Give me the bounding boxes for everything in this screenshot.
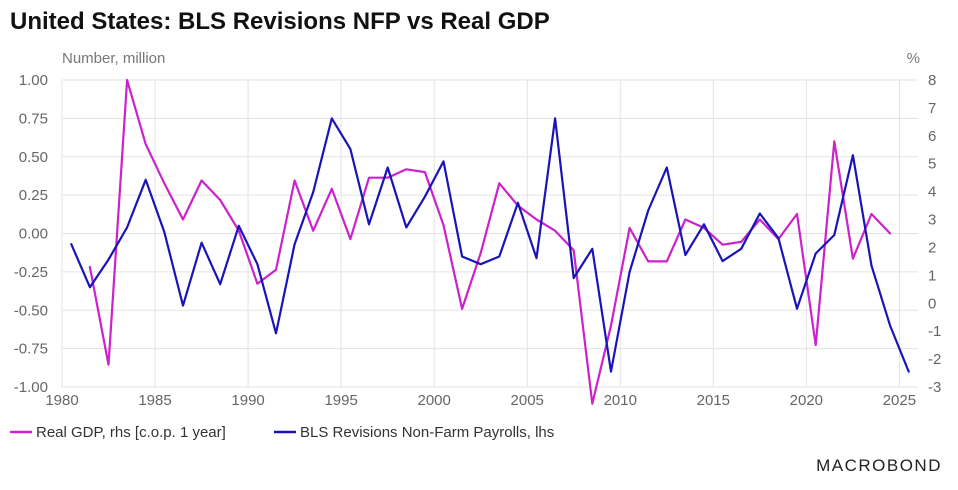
right-tick-label: 2 (928, 239, 936, 256)
right-tick-label: 1 (928, 267, 936, 284)
x-tick-label: 2015 (697, 392, 730, 409)
right-tick-label: -3 (928, 379, 941, 396)
right-axis-label: % (907, 50, 920, 67)
x-tick-label: 2020 (790, 392, 823, 409)
series-layer (70, 78, 910, 405)
x-tick-label: 2000 (417, 392, 450, 409)
right-tick-label: 7 (928, 100, 936, 117)
right-tick-label: -1 (928, 323, 941, 340)
left-axis-label: Number, million (62, 50, 165, 67)
chart-title: United States: BLS Revisions NFP vs Real… (10, 8, 550, 35)
series-line-nfp-revisions (70, 117, 910, 373)
right-tick-label: 0 (928, 295, 936, 312)
x-tick-label: 2025 (883, 392, 916, 409)
left-tick-label: -0.50 (14, 302, 48, 319)
right-tick-label: 6 (928, 128, 936, 145)
right-tick-label: 5 (928, 156, 936, 173)
right-tick-label: -2 (928, 351, 941, 368)
left-tick-label: 0.50 (19, 149, 48, 166)
x-tick-label: 2005 (511, 392, 544, 409)
left-tick-label: -1.00 (14, 379, 48, 396)
x-tick-label: 1995 (324, 392, 357, 409)
series-line-real-gdp (88, 78, 892, 405)
legend-label: BLS Revisions Non-Farm Payrolls, lhs (300, 424, 554, 441)
x-axis-ticks: 1980 1985 1990 1995 2000 2005 2010 2015 2020 2025 (45, 392, 916, 409)
left-tick-label: -0.25 (14, 264, 48, 281)
legend-label: Real GDP, rhs [c.o.p. 1 year] (36, 424, 226, 441)
x-tick-label: 1980 (45, 392, 78, 409)
x-tick-label: 1990 (231, 392, 264, 409)
x-tick-label: 1985 (138, 392, 171, 409)
brand-logo: MACROBOND (816, 456, 942, 475)
x-tick-label: 2010 (604, 392, 637, 409)
left-tick-label: 0.00 (19, 226, 48, 243)
right-axis-ticks: 8 7 6 5 4 3 2 1 0 -1 -2 -3 (928, 72, 941, 396)
left-tick-label: 0.75 (19, 110, 48, 127)
right-tick-label: 8 (928, 72, 936, 89)
legend: Real GDP, rhs [c.o.p. 1 year] BLS Revisio… (10, 424, 554, 441)
left-tick-label: -0.75 (14, 341, 48, 358)
right-tick-label: 3 (928, 212, 936, 229)
left-tick-label: 0.25 (19, 187, 48, 204)
left-axis-ticks: 1.00 0.75 0.50 0.25 0.00 -0.25 -0.50 -0.75 -1.00 (14, 72, 48, 396)
horizontal-gridlines (62, 79, 918, 388)
left-tick-label: 1.00 (19, 72, 48, 89)
right-tick-label: 4 (928, 184, 936, 201)
